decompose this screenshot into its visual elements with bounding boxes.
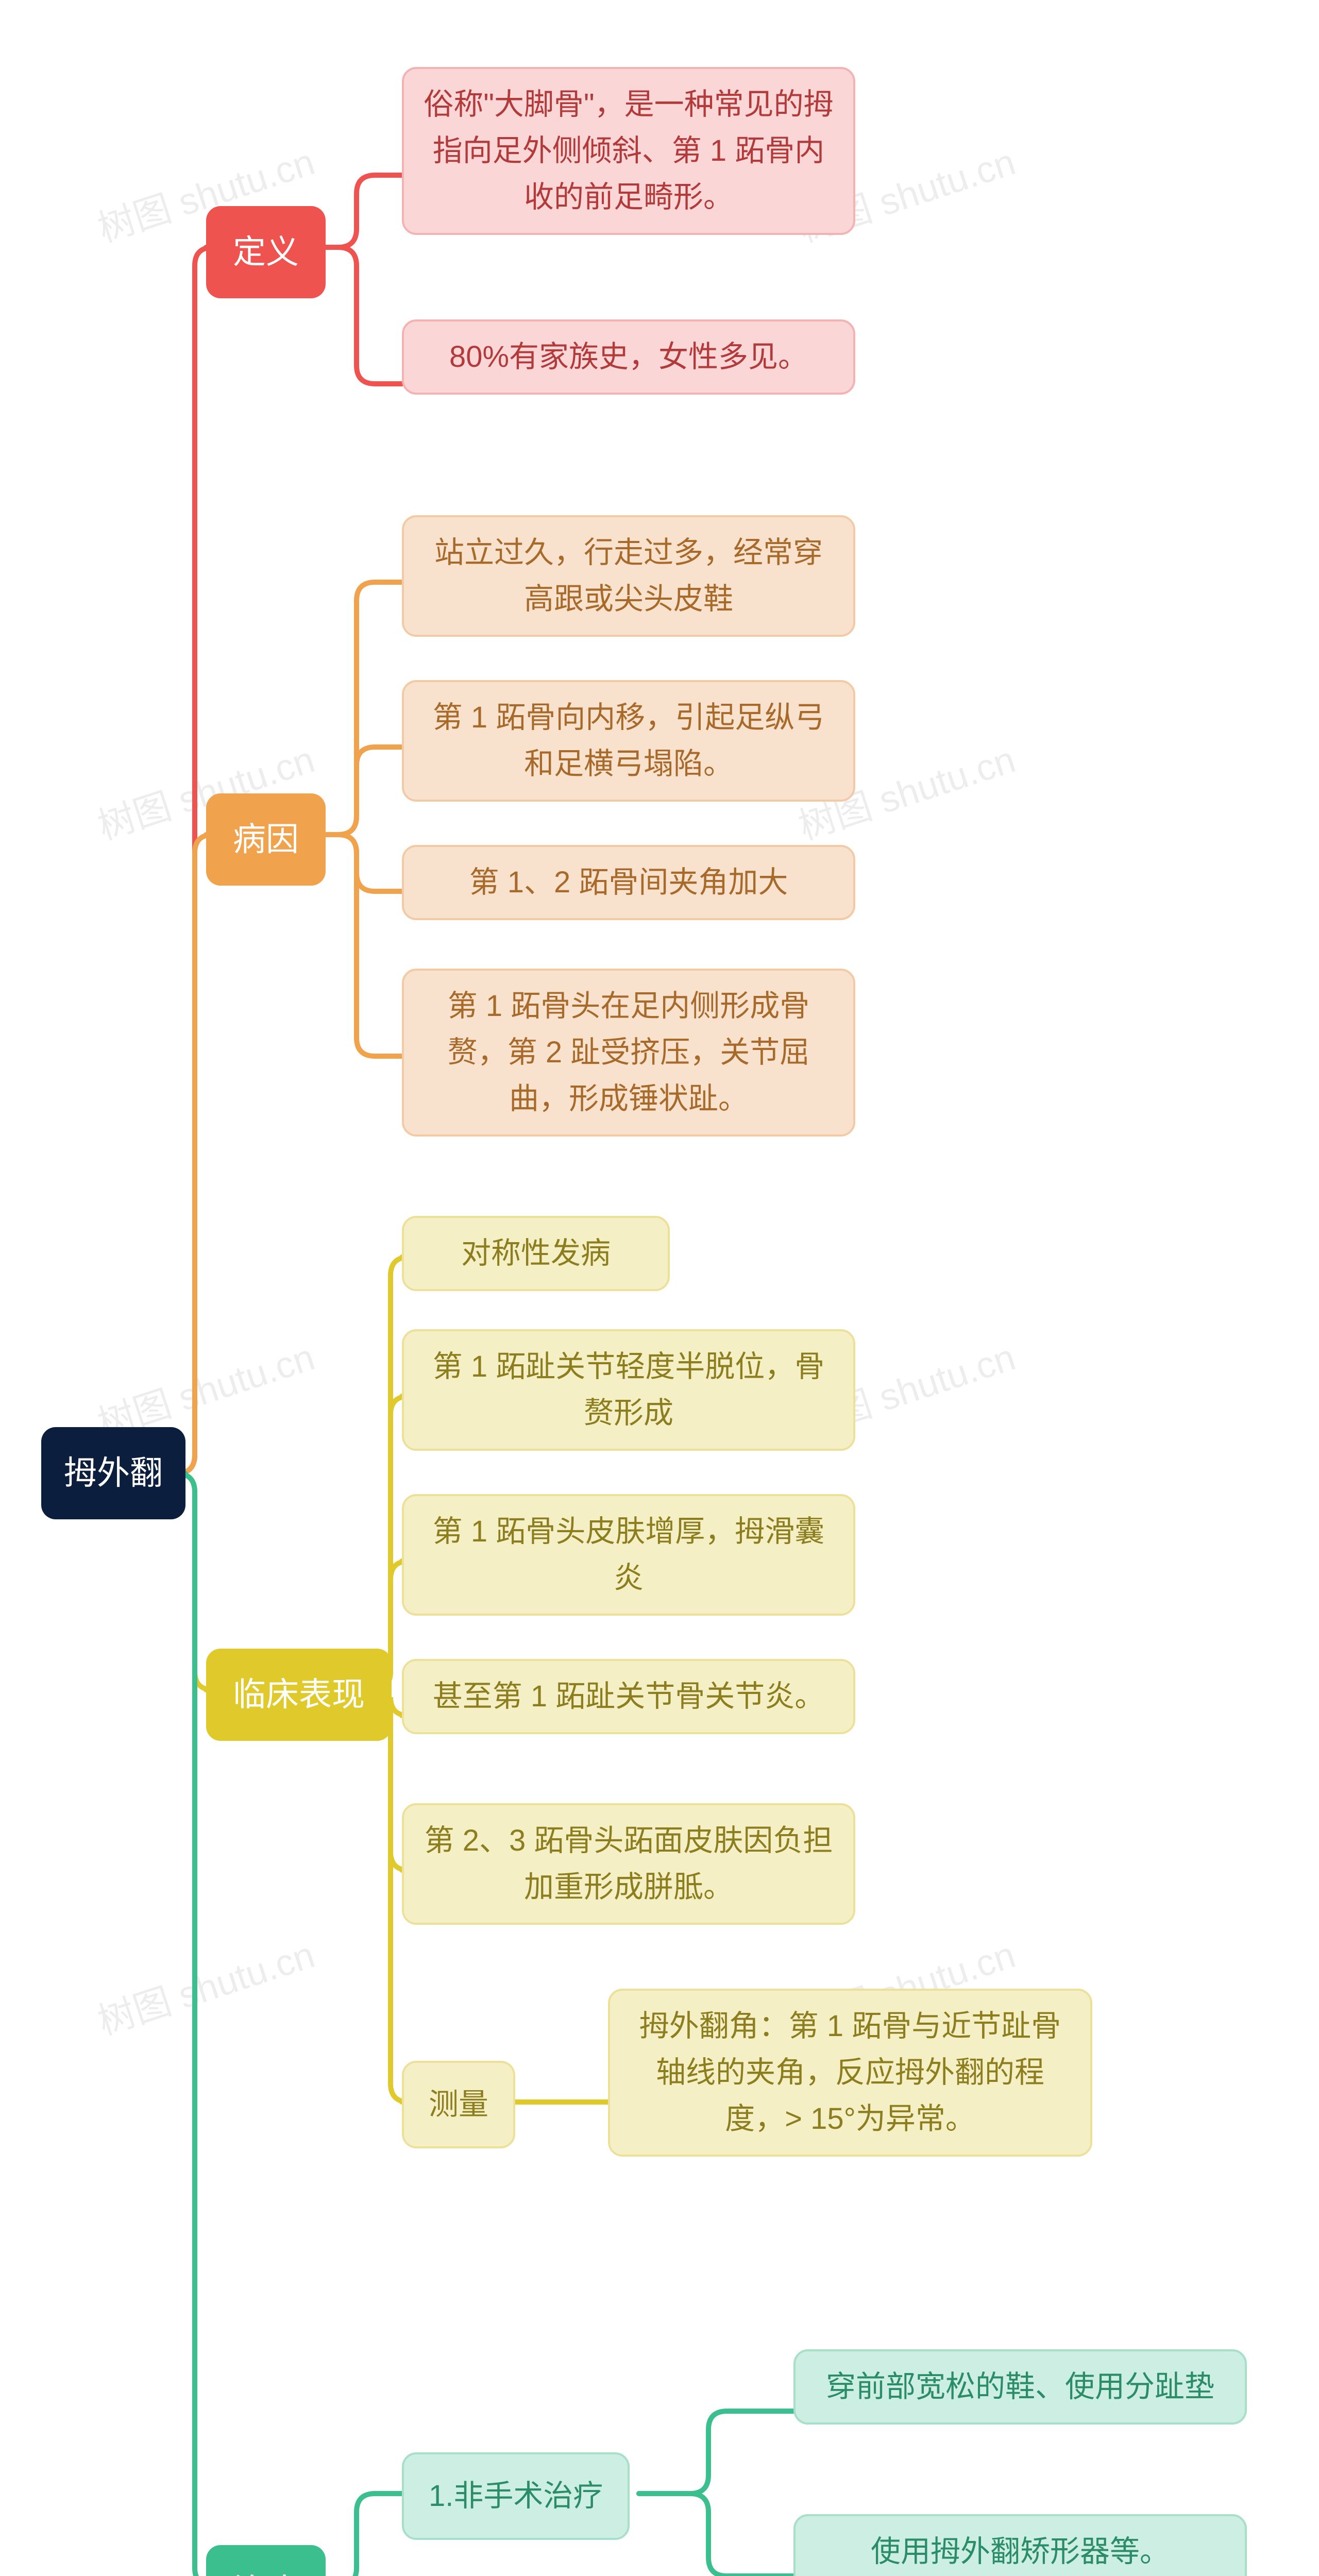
subnode-measure: 测量: [402, 2061, 515, 2148]
leaf-definition-1: 80%有家族史，女性多见。: [402, 319, 855, 395]
leaf-clinical-3: 甚至第 1 跖趾关节骨关节炎。: [402, 1659, 855, 1734]
watermark: 树图 shutu.cn: [90, 1924, 320, 2045]
leaf-cause-1: 第 1 跖骨向内移，引起足纵弓和足横弓塌陷。: [402, 680, 855, 802]
leaf-cause-2: 第 1、2 跖骨间夹角加大: [402, 845, 855, 920]
leaf-clinical-1: 第 1 跖趾关节轻度半脱位，骨赘形成: [402, 1329, 855, 1451]
leaf-clinical-0: 对称性发病: [402, 1216, 670, 1291]
leaf-cause-3: 第 1 跖骨头在足内侧形成骨赘，第 2 趾受挤压，关节屈曲，形成锤状趾。: [402, 969, 855, 1137]
root-node: 拇外翻: [41, 1427, 185, 1519]
leaf-clinical-2: 第 1 跖骨头皮肤增厚，拇滑囊炎: [402, 1494, 855, 1616]
leaf-clinical-4: 第 2、3 跖骨头跖面皮肤因负担加重形成胼胝。: [402, 1803, 855, 1925]
leaf-nonsurgical-1: 使用拇外翻矫形器等。: [793, 2514, 1247, 2576]
leaf-definition-0: 俗称"大脚骨"，是一种常见的拇指向足外侧倾斜、第 1 跖骨内收的前足畸形。: [402, 67, 855, 235]
subnode-nonsurgical: 1.非手术治疗: [402, 2452, 630, 2540]
leaf-cause-0: 站立过久，行走过多，经常穿高跟或尖头皮鞋: [402, 515, 855, 637]
leaf-nonsurgical-0: 穿前部宽松的鞋、使用分趾垫: [793, 2349, 1247, 2425]
branch-treatment: 治疗: [206, 2545, 326, 2576]
branch-clinical: 临床表现: [206, 1649, 392, 1741]
branch-definition: 定义: [206, 206, 326, 298]
leaf-measure-0: 拇外翻角：第 1 跖骨与近节趾骨轴线的夹角，反应拇外翻的程度，> 15°为异常。: [608, 1989, 1092, 2157]
branch-cause: 病因: [206, 793, 326, 886]
